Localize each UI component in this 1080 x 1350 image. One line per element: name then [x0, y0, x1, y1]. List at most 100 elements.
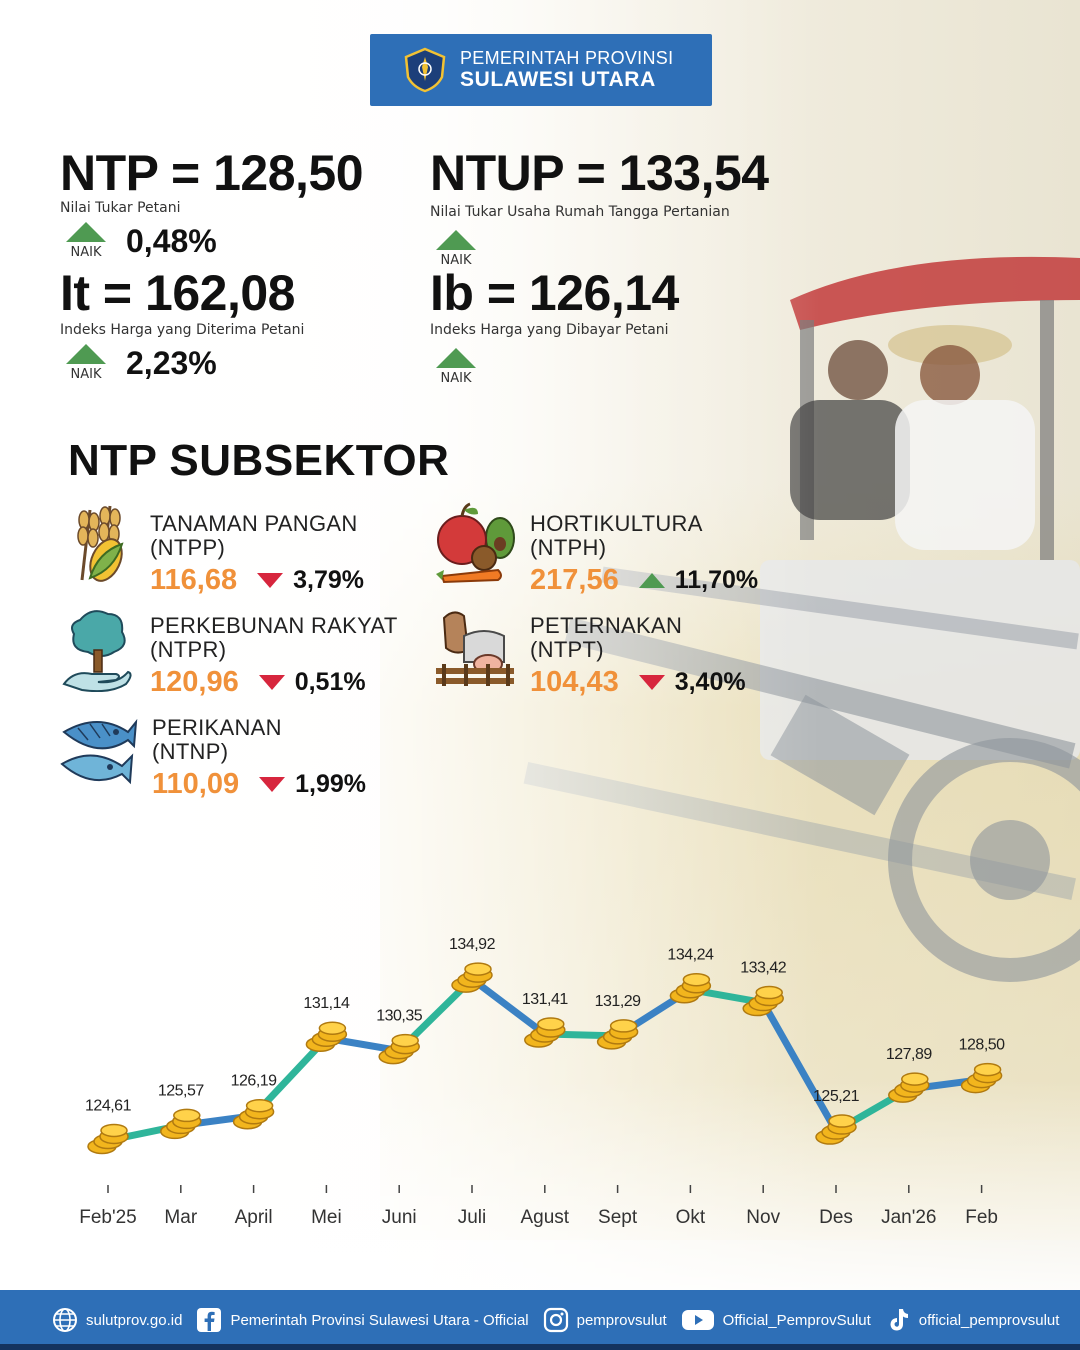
ntp-trend-chart: Feb'25 Mar April Mei Juni Juli Agust Sept Okt Nov…	[79, 936, 1006, 1228]
up-arrow-icon	[638, 572, 665, 588]
fish-icon	[60, 718, 138, 785]
ib-description: Indeks Harga yang Dibayar Petani	[430, 322, 669, 338]
line-segment	[759, 999, 840, 1135]
perikanan-name: PERIKANAN	[152, 715, 282, 740]
data-label: 131,29	[595, 993, 642, 1010]
globe-icon	[53, 1308, 77, 1332]
down-arrow-icon	[257, 572, 284, 588]
tanaman-pangan-value: 116,68	[150, 563, 238, 596]
hortikultura-change: 11,70%	[674, 565, 759, 594]
peternakan-name: PETERNAKAN	[530, 613, 683, 638]
coin-point	[160, 1108, 202, 1140]
data-label: 125,57	[158, 1082, 205, 1099]
data-label: 125,21	[813, 1088, 860, 1105]
tanaman-pangan-name: TANAMAN PANGAN	[150, 511, 358, 536]
x-tick-label: April	[235, 1207, 273, 1228]
footer-website[interactable]: sulutprov.go.id	[52, 1307, 182, 1333]
facebook-text: Pemerintah Provinsi Sulawesi Utara - Off…	[230, 1311, 529, 1329]
up-arrow-icon	[436, 348, 476, 368]
header-line1: PEMERINTAH PROVINSI	[460, 48, 674, 69]
data-label: 128,50	[959, 1037, 1006, 1054]
data-label: 133,42	[740, 960, 787, 977]
hortikultura-code: (NTPH)	[530, 534, 607, 560]
footer-tiktok[interactable]: official_pemprovsulut	[885, 1307, 1060, 1333]
perkebunan-rakyat-value: 120,96	[150, 665, 239, 698]
website-text: sulutprov.go.id	[86, 1311, 183, 1329]
subsektor-title: NTP SUBSEKTOR	[68, 436, 450, 485]
coin-point	[87, 1123, 129, 1155]
x-tick-label: Jan'26	[881, 1207, 936, 1228]
x-tick-label: Juni	[382, 1207, 417, 1228]
subsektor-item-hortikultura: HORTIKULTURA (NTPH) 217,56 11,70%	[434, 500, 758, 597]
perikanan-code: (NTNP)	[152, 738, 229, 764]
perkebunan-rakyat-code: (NTPR)	[150, 636, 227, 662]
x-tick-label: Agust	[521, 1207, 570, 1228]
ntup-value: NTUP = 133,54	[430, 145, 769, 201]
peternakan-code: (NTPT)	[530, 636, 604, 662]
livestock-icon	[436, 611, 514, 686]
data-label: 127,89	[886, 1046, 933, 1063]
x-tick-label: Feb'25	[79, 1207, 137, 1228]
down-arrow-icon	[259, 776, 286, 792]
x-tick-label: Okt	[676, 1207, 706, 1228]
indicator-ntp: NTP = 128,50 Nilai Tukar Petani NAIK 0,4…	[60, 148, 364, 260]
tiktok-text: official_pemprovsulut	[918, 1311, 1060, 1329]
ntp-change: 0,48%	[126, 222, 217, 259]
footer-youtube[interactable]: Official_PemprovSulut	[681, 1307, 871, 1333]
coin-point	[378, 1033, 420, 1065]
tree-hand-icon	[62, 610, 132, 692]
peternakan-value: 104,43	[530, 665, 619, 698]
x-tick-label: Juli	[458, 1207, 487, 1228]
coin-point	[815, 1114, 857, 1145]
down-arrow-icon	[258, 674, 285, 690]
up-arrow-icon	[436, 230, 476, 250]
data-label: 134,24	[667, 947, 714, 964]
coin-point	[960, 1062, 1003, 1094]
hortikultura-value: 217,56	[530, 563, 619, 596]
coin-point	[888, 1072, 930, 1103]
data-label: 130,35	[376, 1008, 423, 1025]
hortikultura-name: HORTIKULTURA	[530, 511, 703, 536]
data-label: 126,19	[231, 1073, 278, 1090]
indicator-it: It = 162,08 Indeks Harga yang Diterima P…	[60, 268, 304, 382]
instagram-text: pemprovsulut	[576, 1311, 667, 1329]
data-label: 124,61	[85, 1097, 132, 1114]
coin-point	[232, 1098, 275, 1130]
footer-facebook[interactable]: Pemerintah Provinsi Sulawesi Utara - Off…	[196, 1307, 529, 1333]
tanaman-pangan-change: 3,79%	[293, 565, 364, 594]
province-emblem-icon	[404, 47, 446, 93]
fruit-vegetable-icon	[436, 502, 515, 584]
footer-instagram[interactable]: pemprovsulut	[543, 1307, 667, 1333]
ib-value: Ib = 126,14	[430, 265, 679, 321]
ntup-description: Nilai Tukar Usaha Rumah Tangga Pertanian	[430, 204, 730, 220]
youtube-text: Official_PemprovSulut	[722, 1311, 871, 1329]
down-arrow-icon	[638, 674, 665, 690]
header-badge: PEMERINTAH PROVINSI SULAWESI UTARA	[370, 34, 712, 106]
x-tick-label: Nov	[746, 1207, 780, 1228]
perkebunan-rakyat-change: 0,51%	[294, 667, 366, 696]
x-tick-label: Des	[819, 1207, 853, 1228]
data-label: 131,41	[522, 991, 569, 1008]
coin-point	[451, 962, 493, 993]
perikanan-value: 110,09	[152, 767, 240, 800]
coin-point	[596, 1019, 639, 1050]
up-arrow-icon	[66, 222, 106, 242]
ntp-description: Nilai Tukar Petani	[60, 200, 181, 216]
youtube-icon	[681, 1310, 714, 1330]
ib-status: NAIK	[440, 371, 472, 386]
up-arrow-icon	[66, 344, 106, 364]
it-change: 2,23%	[126, 344, 217, 381]
peternakan-change: 3,40%	[674, 667, 746, 696]
coin-point	[524, 1017, 566, 1048]
it-description: Indeks Harga yang Diterima Petani	[60, 322, 305, 338]
data-label: 134,92	[449, 936, 496, 953]
x-tick-label: Feb	[965, 1207, 998, 1228]
ntup-status: NAIK	[440, 253, 472, 268]
indicator-ib: Ib = 126,14 Indeks Harga yang Dibayar Pe…	[430, 268, 679, 386]
ntp-status: NAIK	[70, 245, 102, 260]
subsektor-item-perikanan: PERIKANAN (NTNP) 110,09 1,99%	[58, 712, 366, 801]
it-status: NAIK	[70, 367, 102, 382]
subsektor-item-peternakan: PETERNAKAN (NTPT) 104,43 3,40%	[434, 606, 746, 699]
instagram-icon	[543, 1307, 568, 1333]
